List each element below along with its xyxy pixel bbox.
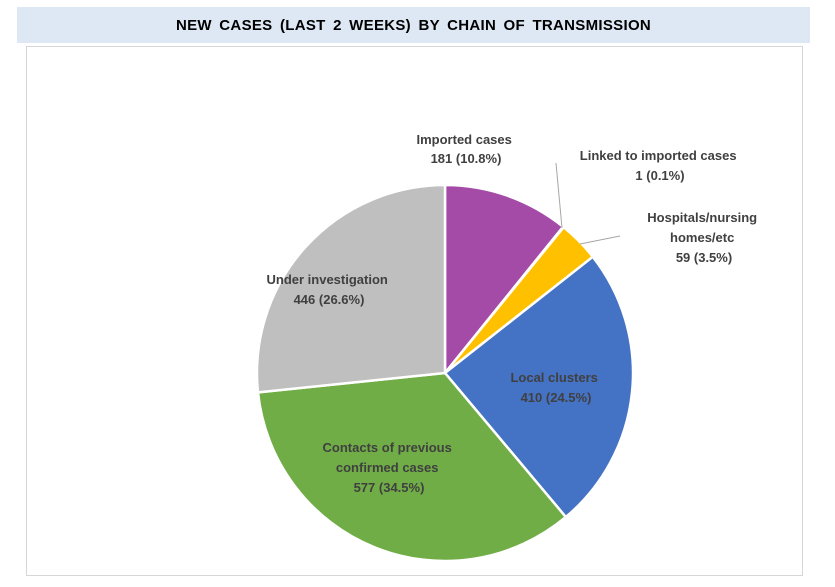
pie-slice-contacts-of-previous-confirmed-cases — [256, 371, 568, 563]
label-contacts-name-2: confirmed cases — [336, 460, 439, 475]
pie-slice-imported-cases — [443, 183, 565, 375]
leader-line-hospitals — [579, 235, 621, 245]
label-contacts: Contacts of previous confirmed cases 577… — [323, 440, 456, 495]
leader-line-linked — [555, 162, 563, 229]
label-local-name: Local clusters — [510, 370, 597, 385]
label-contacts-name-1: Contacts of previous — [323, 440, 452, 455]
label-imported-name: Imported cases — [417, 132, 512, 147]
label-under: Under investigation 446 (26.6%) — [267, 272, 392, 307]
label-linked: Linked to imported cases 1 (0.1%) — [580, 148, 740, 183]
pie-slices — [255, 183, 635, 563]
label-hospitals-name-1: Hospitals/nursing — [647, 210, 757, 225]
label-hospitals: Hospitals/nursing homes/etc 59 (3.5%) — [647, 210, 760, 265]
label-under-name: Under investigation — [267, 272, 388, 287]
pie-slice-local-clusters — [443, 255, 635, 519]
pie-slice-under-investigation — [255, 183, 447, 394]
label-linked-name: Linked to imported cases — [580, 148, 737, 163]
chart-title: NEW CASES (LAST 2 WEEKS) BY CHAIN OF TRA… — [17, 7, 810, 43]
data-labels: Imported cases 181 (10.8%) Linked to imp… — [267, 132, 760, 495]
label-under-value: 446 (26.6%) — [294, 292, 365, 307]
leader-lines — [555, 162, 621, 245]
label-local-value: 410 (24.5%) — [521, 390, 592, 405]
label-hospitals-name-2: homes/etc — [670, 230, 734, 245]
label-local: Local clusters 410 (24.5%) — [510, 370, 601, 405]
label-imported-value: 181 (10.8%) — [431, 151, 502, 166]
label-hospitals-value: 59 (3.5%) — [676, 250, 732, 265]
label-contacts-value: 577 (34.5%) — [354, 480, 425, 495]
label-linked-value: 1 (0.1%) — [635, 168, 684, 183]
label-imported: Imported cases 181 (10.8%) — [417, 132, 516, 166]
